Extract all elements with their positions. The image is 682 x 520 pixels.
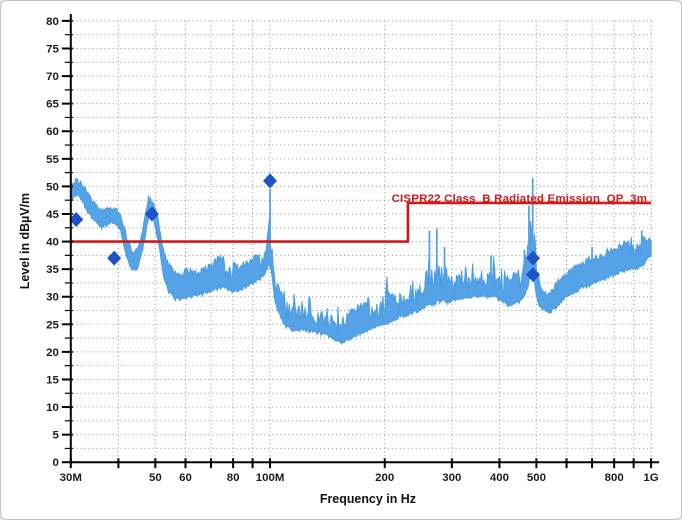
x-tick-label: 1G — [643, 472, 658, 484]
quasi-peak-marker — [526, 267, 541, 283]
y-tick-label: 35 — [46, 264, 59, 276]
x-tick-label: 60 — [179, 472, 192, 484]
y-tick-label: 75 — [46, 43, 59, 55]
cispr22-limit-line — [70, 201, 652, 243]
y-tick-label: 0 — [52, 457, 58, 469]
x-tick-label: 80 — [227, 472, 240, 484]
axes: 0 5 10 15 20 25 30 35 40 45 50 55 60 65 70 75 80 30M 50 60 8… — [46, 13, 660, 484]
y-tick-label: 70 — [46, 71, 59, 83]
y-tick-label: 5 — [52, 430, 59, 442]
y-tick-label: 80 — [46, 16, 59, 28]
x-tick-label: 400 — [490, 472, 509, 484]
y-tick-label: 10 — [46, 402, 59, 414]
x-tick-label: 800 — [605, 472, 624, 484]
y-axis-title: Level in dBµV/m — [18, 193, 32, 289]
x-tick-label: 300 — [442, 472, 461, 484]
y-tick-label: 60 — [46, 126, 59, 138]
x-axis-title: Frequency in Hz — [320, 492, 416, 506]
y-tick-label: 55 — [46, 154, 59, 166]
x-tick-label: 500 — [527, 472, 546, 484]
quasi-peak-marker — [69, 212, 84, 227]
emission-trace-band — [70, 177, 652, 345]
quasi-peak-marker — [263, 173, 278, 189]
x-tick-label: 100M — [256, 472, 285, 484]
x-tick-label: 200 — [375, 472, 394, 484]
y-tick-label: 25 — [46, 319, 59, 331]
limit-line-label: CISPR22 Class_B Radiated Emission_QP_3m — [392, 193, 648, 205]
y-tick-label: 40 — [46, 237, 59, 249]
x-tick-label: 50 — [149, 472, 162, 484]
quasi-peak-marker — [107, 250, 122, 266]
y-tick-label: 50 — [46, 181, 59, 193]
y-tick-label: 65 — [46, 99, 59, 111]
y-tick-label: 30 — [46, 292, 59, 304]
x-tick-label: 30M — [60, 472, 82, 484]
y-tick-label: 20 — [46, 347, 59, 359]
y-tick-label: 45 — [46, 209, 59, 221]
emission-trace — [70, 177, 652, 345]
limit-line — [70, 201, 652, 243]
quasi-peak-marker — [145, 206, 159, 222]
y-tick-label: 15 — [46, 374, 59, 386]
